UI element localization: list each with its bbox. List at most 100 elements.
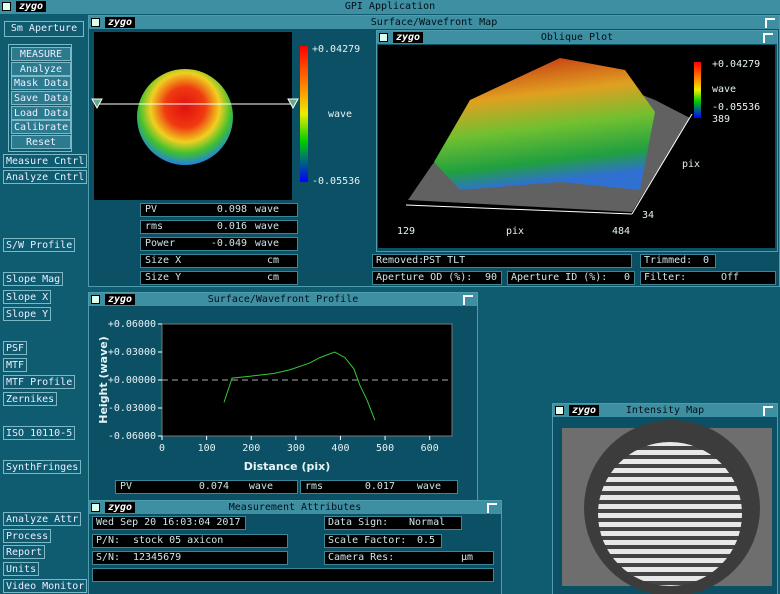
stat-unit: wave [254, 221, 279, 232]
close-button[interactable] [91, 295, 100, 304]
oblique-plot-title-bar: Oblique Plot zygo [377, 31, 777, 44]
field-text: S/N: [96, 552, 121, 563]
profile-window: Surface/Wavefront Profile zygo [88, 292, 478, 502]
field-text: 90 [484, 272, 497, 283]
sidebar-button[interactable]: Calibrate [11, 120, 71, 134]
sidebar-button[interactable]: Save Data [11, 91, 71, 105]
field: Removed: PST TLT [372, 254, 632, 268]
sidebar-button[interactable]: Units [3, 562, 40, 576]
stat-label: Size X [145, 255, 182, 266]
app-title-bar: GPI Application zygo [0, 0, 780, 14]
field: Wed Sep 20 16:03:04 2017 [92, 516, 246, 530]
sidebar-button[interactable]: MTF Profile [3, 375, 76, 389]
stat-label: Power [145, 238, 176, 249]
close-button[interactable] [91, 503, 100, 512]
stat-field: Size Y cm [140, 271, 298, 285]
tool-icon[interactable] [765, 18, 775, 28]
zygo-logo: zygo [16, 1, 47, 12]
stat-field: PV 0.074 wave [115, 480, 298, 494]
sidebar-button[interactable]: Slope Mag [3, 272, 64, 286]
field-text: Aperture OD (%): [376, 272, 473, 283]
sidebar-button[interactable]: Measure Cntrl [3, 154, 88, 168]
stat-label: Size Y [145, 272, 182, 283]
stat-label: rms [145, 221, 164, 232]
field-text: Removed: [376, 255, 425, 266]
close-button[interactable] [2, 2, 11, 11]
field-text: wave [416, 481, 441, 492]
field: S/N: 12345679 [92, 551, 288, 565]
empty-field [92, 568, 494, 582]
field: Aperture ID (%): 0 [507, 271, 635, 285]
intensity-window: Intensity Map zygo [552, 403, 778, 594]
stat-label: PV [145, 204, 158, 215]
close-button[interactable] [555, 406, 564, 415]
field-text: Wed Sep 20 16:03:04 2017 [96, 517, 241, 528]
field-text: Data Sign: [328, 517, 389, 528]
sidebar-button[interactable]: Analyze Cntrl [3, 170, 88, 184]
sidebar-button[interactable]: S/W Profile [3, 238, 76, 252]
stat-unit: wave [254, 204, 279, 215]
field-text: Trimmed: [644, 255, 693, 266]
stat-value: 0.098 [216, 204, 247, 215]
zygo-logo: zygo [105, 502, 136, 513]
sidebar-button[interactable]: ISO 10110-5 [3, 426, 76, 440]
sidebar-button[interactable]: Report [3, 545, 46, 559]
field: P/N: stock 05 axicon [92, 534, 288, 548]
intensity-map-title-bar: Intensity Map zygo [553, 404, 777, 417]
sidebar-button[interactable]: Reset [11, 135, 71, 149]
field-text: 12345679 [133, 552, 182, 563]
field-text: µm [460, 552, 473, 563]
sidebar-button[interactable]: Analyze [11, 62, 71, 76]
sidebar-button[interactable]: Mask Data [11, 76, 71, 90]
sidebar-button[interactable]: PSF [3, 341, 28, 355]
zygo-logo: zygo [105, 294, 136, 305]
stat-field: rms wave 0.016 [140, 220, 298, 234]
sidebar-button[interactable]: SynthFringes [3, 460, 82, 474]
field-text: 0.074 [198, 481, 229, 492]
sidebar-button[interactable]: Slope Y [3, 307, 52, 321]
field-text: Normal [409, 517, 446, 528]
surface-map-title-bar: Surface/Wavefront Map zygo [89, 16, 779, 29]
field: Filter: Off [640, 271, 776, 285]
sidebar-button[interactable]: Load Data [11, 106, 71, 120]
sidebar-button[interactable]: Zernikes [3, 392, 58, 406]
zygo-logo: zygo [393, 32, 424, 43]
field-text: stock 05 axicon [133, 535, 224, 546]
field: Trimmed: 0 [640, 254, 716, 268]
stat-field: PV wave 0.098 [140, 203, 298, 217]
field-text: Camera Res: [328, 552, 395, 563]
sidebar-button[interactable]: Process [3, 529, 52, 543]
field: Camera Res: µm [324, 551, 494, 565]
tool-icon[interactable] [463, 295, 473, 305]
close-button[interactable] [91, 18, 100, 27]
sidebar-button[interactable]: Sm Aperture [4, 21, 84, 37]
field-text: 0.017 [364, 481, 395, 492]
stat-value: 0.016 [216, 221, 247, 232]
tool-icon[interactable] [487, 503, 497, 513]
profile-title-bar: Surface/Wavefront Profile zygo [89, 293, 477, 306]
field-text: Off [720, 272, 739, 283]
sidebar-button[interactable]: MEASURE [11, 47, 71, 61]
sidebar-button[interactable]: Video Monitor [3, 579, 88, 593]
sidebar-button[interactable]: Slope X [3, 290, 52, 304]
field: Aperture OD (%): 90 [372, 271, 502, 285]
stat-unit: cm [266, 272, 279, 283]
tool-icon[interactable] [763, 406, 773, 416]
field-text: 0.5 [416, 535, 435, 546]
stat-unit: cm [266, 255, 279, 266]
measure-group [8, 44, 72, 152]
field-text: 0 [702, 255, 709, 266]
sidebar-button[interactable]: MTF [3, 358, 28, 372]
stat-value: -0.049 [210, 238, 247, 249]
zygo-logo: zygo [105, 17, 136, 28]
stat-field: rms 0.017 wave [300, 480, 458, 494]
tool-icon[interactable] [763, 33, 773, 43]
sidebar-button[interactable]: Analyze Attr [3, 512, 82, 526]
close-button[interactable] [379, 33, 388, 42]
field-text: PST TLT [423, 255, 466, 266]
stat-unit: wave [254, 238, 279, 249]
field-text: Aperture ID (%): [511, 272, 608, 283]
field-text: rms [305, 481, 324, 492]
field-text: Filter: [644, 272, 687, 283]
